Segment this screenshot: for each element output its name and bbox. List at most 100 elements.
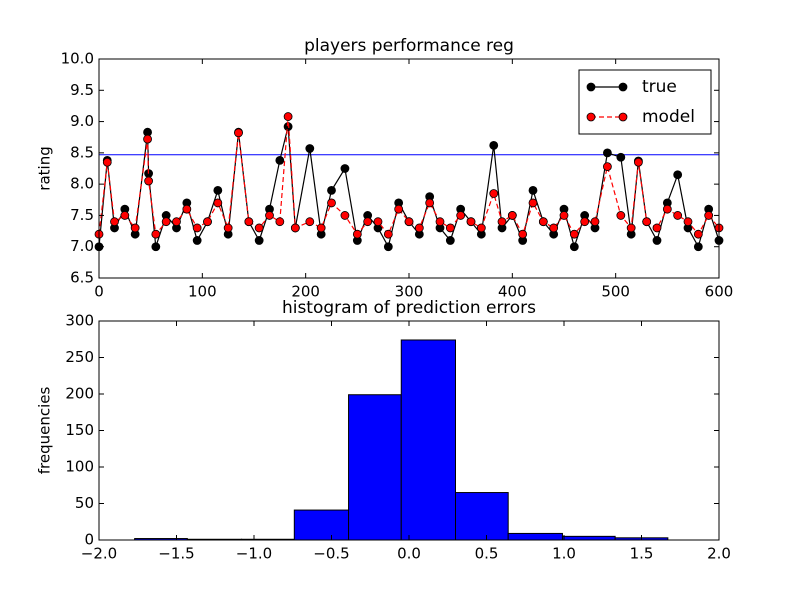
point (120, 211, 130, 220)
point (549, 223, 559, 233)
y-tick-label: 200 (65, 385, 94, 403)
point (466, 217, 476, 227)
y-tick-label: 8.0 (70, 175, 94, 193)
point (143, 134, 152, 144)
point (435, 217, 445, 227)
point (275, 217, 285, 227)
point (192, 223, 202, 233)
legend-marker (618, 82, 628, 92)
point (445, 236, 455, 245)
point (456, 211, 466, 220)
point (203, 217, 212, 227)
x-tick-label: −1.0 (236, 545, 272, 563)
point (383, 242, 393, 252)
point (394, 204, 404, 214)
histogram-bar (293, 509, 350, 541)
histogram-bar (455, 492, 509, 541)
point (275, 155, 285, 165)
point (213, 198, 223, 208)
x-tick-label: 300 (395, 283, 424, 301)
x-tick-label: −2.0 (81, 545, 117, 563)
point (507, 211, 517, 220)
legend-marker (618, 112, 628, 122)
x-tick-label: −0.5 (313, 545, 349, 563)
point (528, 198, 538, 208)
point (652, 236, 662, 245)
point (518, 229, 528, 239)
point (172, 217, 181, 227)
point (192, 236, 202, 245)
histogram-bar (348, 394, 402, 541)
point (489, 189, 499, 198)
x-tick-label: 200 (291, 283, 320, 301)
point (151, 242, 161, 252)
point (662, 204, 672, 214)
point (130, 223, 140, 233)
point (373, 217, 383, 227)
point (265, 211, 274, 220)
histogram-bar (561, 535, 616, 541)
legend-marker (586, 112, 596, 122)
point (144, 176, 154, 186)
point (182, 204, 192, 214)
legend-box (578, 69, 712, 135)
point (580, 217, 590, 227)
y-tick-label: 250 (65, 348, 94, 366)
y-tick-label: 8.5 (70, 143, 94, 161)
x-tick-label: 400 (498, 283, 527, 301)
point (327, 185, 336, 195)
point (569, 229, 579, 239)
point (673, 170, 683, 180)
point (102, 157, 112, 167)
point (569, 242, 579, 252)
x-tick-label: 0.5 (475, 545, 499, 563)
point (290, 223, 300, 233)
y-tick-label: 6.5 (70, 269, 94, 287)
point (683, 217, 693, 227)
legend-marker (586, 82, 596, 92)
point (340, 164, 350, 173)
point (383, 229, 393, 239)
legend-label: model (642, 107, 695, 127)
point (283, 112, 293, 121)
y-tick-label: 300 (65, 312, 94, 330)
point (559, 211, 569, 220)
x-tick-label: 2.0 (707, 545, 731, 563)
y-tick-label: 7.5 (70, 206, 94, 224)
point (603, 162, 612, 172)
point (616, 152, 626, 162)
x-tick-label: 1.5 (630, 545, 654, 563)
point (497, 217, 507, 227)
point (340, 211, 350, 220)
point (151, 229, 161, 239)
y-tick-label: 150 (65, 421, 94, 439)
point (693, 242, 703, 252)
point (352, 229, 362, 239)
point (603, 148, 612, 158)
x-tick-label: 0 (94, 283, 104, 301)
point (634, 157, 643, 167)
x-tick-label: 600 (705, 283, 734, 301)
x-tick-label: 500 (601, 283, 630, 301)
point (404, 217, 414, 227)
point (673, 211, 683, 220)
y-tick-label: 7.0 (70, 237, 94, 255)
y-tick-label: 9.0 (70, 112, 94, 130)
point (244, 217, 254, 227)
point (161, 217, 171, 227)
point (254, 223, 264, 233)
series-line (98, 126, 720, 249)
point (528, 185, 538, 195)
point (363, 217, 373, 227)
x-tick-label: 0.0 (397, 545, 421, 563)
point (316, 223, 326, 233)
y-axis-label: frequencies (36, 387, 54, 475)
y-tick-label: 100 (65, 458, 94, 476)
point (476, 223, 486, 233)
point (693, 229, 703, 239)
y-tick-label: 0 (84, 531, 94, 549)
y-tick-label: 10.0 (61, 50, 94, 68)
point (414, 223, 424, 233)
point (305, 217, 315, 227)
